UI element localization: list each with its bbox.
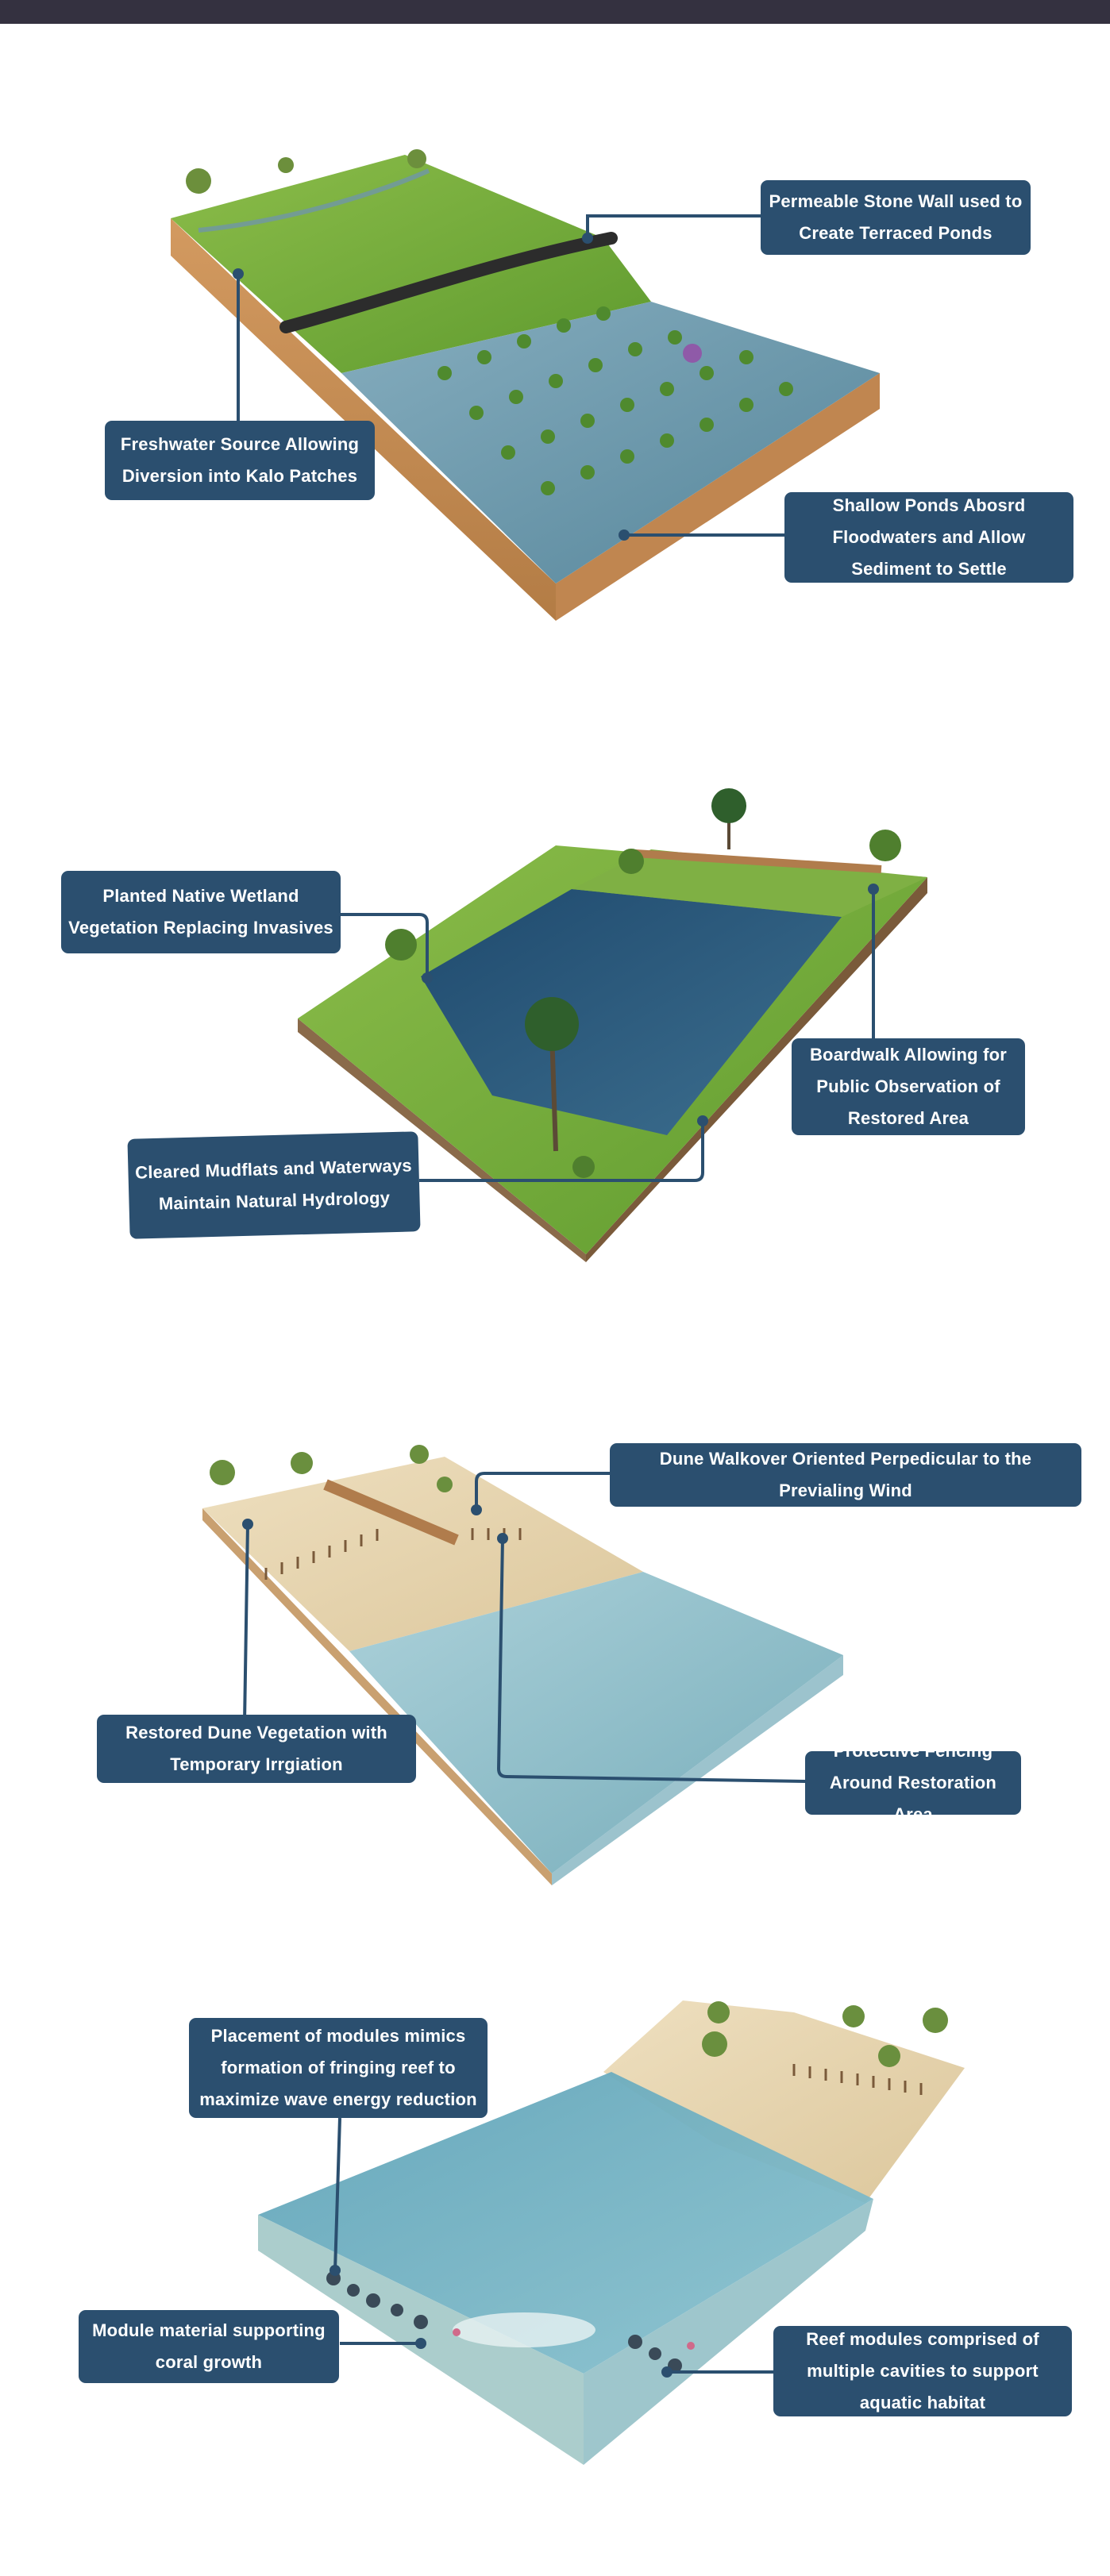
reef-modules [326, 2271, 682, 2373]
callout-freshwater-source: Freshwater Source Allowing Diversion int… [105, 421, 375, 500]
callout-label: Restored Dune Vegetation with Temporary … [125, 1723, 387, 1774]
callout-protective-fencing: Protective Fencing Around Restoration Ar… [805, 1741, 1021, 1824]
callout-label: Planted Native Wetland Vegetation Replac… [68, 886, 333, 938]
wetland-restoration-diagram [298, 788, 927, 1262]
wetland-waterway [421, 889, 842, 1135]
leader-dot [868, 884, 879, 895]
beach-fencing [792, 2064, 923, 2095]
callout-permeable-stone-wall: Permeable Stone Wall used to Create Terr… [761, 180, 1031, 255]
callout-label: Permeable Stone Wall used to Create Terr… [769, 191, 1023, 243]
dune-side-left [202, 1508, 552, 1885]
dune-sand [202, 1457, 643, 1651]
callout-placement-of-modules: Placement of modules mimics formation of… [189, 2018, 488, 2118]
callout-label: Dune Walkover Oriented Perpedicular to t… [659, 1449, 1032, 1500]
dune-restoration-diagram [202, 1445, 843, 1885]
leader-dot [330, 2265, 341, 2276]
leader-lines-4 [333, 2117, 774, 2374]
callout-label: Protective Fencing Around Restoration Ar… [829, 1741, 997, 1824]
leader-dot [619, 529, 630, 541]
leader-dot [422, 972, 433, 984]
callout-label: Freshwater Source Allowing Diversion int… [120, 434, 360, 486]
soil-side-left [171, 218, 556, 621]
stone-wall [279, 232, 618, 333]
farmer-figure [683, 344, 702, 363]
leader-dot [697, 1115, 708, 1126]
kalo-pond-water [341, 302, 880, 583]
callout-cleared-mudflats: Cleared Mudflats and Waterways Maintain … [127, 1131, 421, 1239]
callout-reef-modules-cavities: Reef modules comprised of multiple cavit… [773, 2326, 1072, 2416]
callout-label: Placement of modules mimics formation of… [199, 2026, 477, 2109]
beach-vegetation [702, 2001, 948, 2067]
callout-restored-dune-vegetation: Restored Dune Vegetation with Temporary … [97, 1715, 416, 1783]
soil-side-left [298, 1018, 586, 1262]
palm-trees [525, 788, 746, 1152]
freshwater-channel [198, 168, 430, 233]
callout-shallow-ponds: Shallow Ponds Abosrd Floodwaters and All… [784, 492, 1073, 583]
kalo-plants [437, 306, 793, 495]
callout-boardwalk: Boardwalk Allowing for Public Observatio… [792, 1038, 1025, 1135]
callout-label: Shallow Ponds Abosrd Floodwaters and All… [832, 495, 1026, 579]
callout-label: Boardwalk Allowing for Public Observatio… [809, 1045, 1008, 1128]
coral-patches [453, 2328, 695, 2350]
callout-label: Cleared Mudflats and Waterways Maintain … [134, 1155, 413, 1214]
grass-terrace [171, 155, 651, 373]
callout-module-material: Module material supporting coral growth [79, 2310, 339, 2383]
leader-dot [242, 1519, 253, 1530]
wetland-upper-grass [572, 849, 927, 917]
callout-planted-native-wetland: Planted Native Wetland Vegetation Replac… [61, 871, 341, 953]
top-bar [0, 0, 1110, 24]
terrace-trees [186, 149, 426, 194]
reef-sea-right [584, 2199, 873, 2465]
dune-sea [349, 1572, 843, 1873]
leader-dot [415, 2338, 426, 2349]
leader-dot [471, 1504, 482, 1515]
callout-label: Reef modules comprised of multiple cavit… [806, 2329, 1039, 2412]
leader-dot [582, 233, 593, 244]
dune-vegetation [210, 1445, 453, 1492]
boardwalk [634, 849, 882, 873]
leader-lines-1 [237, 214, 786, 537]
dune-walkover [323, 1479, 459, 1546]
callout-label: Module material supporting coral growth [92, 2320, 326, 2372]
beach-sand [603, 2000, 965, 2203]
soil-side-right [586, 877, 927, 1262]
breaking-wave [453, 2312, 595, 2347]
leader-dot [497, 1533, 508, 1544]
callout-dune-walkover: Dune Walkover Oriented Perpedicular to t… [610, 1443, 1081, 1507]
reef-modules-diagram [258, 2000, 965, 2465]
soil-side-right [556, 373, 880, 621]
kalo-terraces-diagram [171, 149, 880, 621]
leader-dot [233, 268, 244, 279]
wetland-shrubs [385, 830, 901, 1178]
leader-dot [661, 2366, 673, 2378]
sea-side-right [552, 1655, 843, 1885]
reef-sea-top [258, 2072, 873, 2374]
leader-lines-3 [243, 1472, 807, 1783]
leader-lines-2 [340, 889, 875, 1182]
